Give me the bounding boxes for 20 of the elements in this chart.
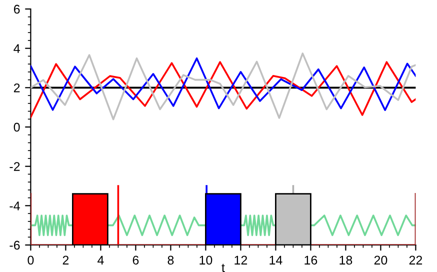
x-tick-label: 10 (200, 256, 212, 265)
y-tick-label: 2 (14, 83, 20, 92)
x-tick-label: 8 (168, 256, 174, 265)
x-tick-label: 20 (374, 256, 388, 265)
y-tick-label: 0 (14, 122, 20, 132)
x-tick-label: 0 (28, 256, 34, 265)
x-tick-label: 16 (304, 256, 318, 265)
y-tick-label: 6 (14, 4, 20, 14)
x-tick-label: 18 (340, 256, 352, 265)
x-tick-label: 14 (270, 256, 282, 264)
y-tick-label: -2 (10, 162, 20, 171)
y-tick-label: 4 (14, 44, 20, 53)
x-axis-title: t (222, 264, 225, 272)
x-tick-label: 4 (98, 256, 104, 264)
x-tick-label: 22 (409, 256, 422, 264)
x-tick-label: 12 (234, 256, 248, 264)
y-tick-label: -6 (10, 240, 20, 250)
x-tick-label: 2 (62, 256, 69, 264)
y-tick-label: -4 (10, 202, 20, 210)
x-tick-label: 6 (132, 256, 139, 265)
